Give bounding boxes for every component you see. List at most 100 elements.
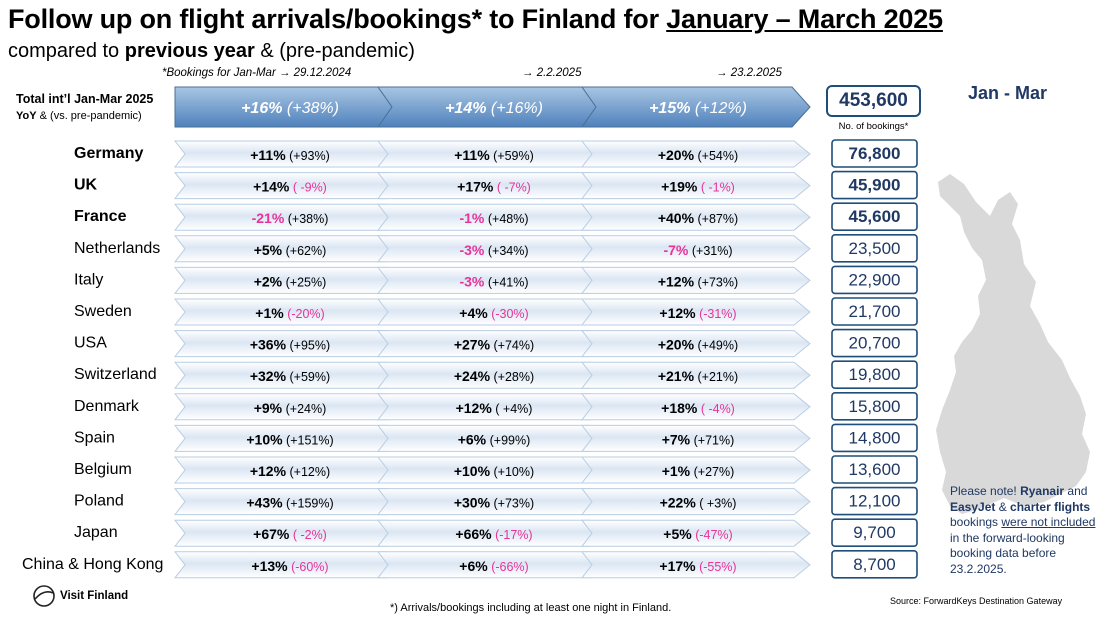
row-pre: (+28%) <box>490 370 534 384</box>
row-value: +27% (+74%) <box>454 337 534 353</box>
row-pre: (-60%) <box>288 560 329 574</box>
subtitle-part1: compared to <box>8 40 125 62</box>
row-yoy: +40% <box>658 210 695 226</box>
row-yoy: +10% <box>246 431 283 447</box>
row-value: +6% (-66%) <box>459 558 528 574</box>
row-value: +22% ( +3%) <box>660 495 737 511</box>
country-name: USA <box>74 335 107 352</box>
row-value: +13% (-60%) <box>251 558 328 574</box>
row-pre: (+38%) <box>284 212 328 226</box>
row-yoy: +1% <box>255 305 284 321</box>
row-pre: (+21%) <box>694 370 738 384</box>
row-arrow <box>580 235 811 263</box>
row-pre: (+24%) <box>282 402 326 416</box>
row-pre: (+159%) <box>283 497 334 511</box>
bookings-box <box>831 518 918 548</box>
country-name: Switzerland <box>74 366 157 383</box>
row-value: -21% (+38%) <box>252 210 329 226</box>
row-yoy: -3% <box>459 242 484 258</box>
row-yoy: +21% <box>658 368 695 384</box>
total-value-col-1: +16% (+38%) <box>241 100 339 117</box>
row-pre: (+41%) <box>484 275 528 289</box>
bookings-value: 22,900 <box>849 270 901 289</box>
row-pre: (+151%) <box>283 433 334 447</box>
country-name: Japan <box>74 524 118 541</box>
row-pre: (-17%) <box>492 528 533 542</box>
note-ryanair: Ryanair <box>1020 484 1065 498</box>
row-pre: (+93%) <box>286 149 330 163</box>
row-pre: ( +4%) <box>492 402 533 416</box>
bookings-value: 19,800 <box>849 365 901 384</box>
row-yoy: +5% <box>663 526 692 542</box>
row-yoy: +20% <box>658 337 695 353</box>
country-name: France <box>74 208 127 225</box>
bookings-value: 9,700 <box>853 523 896 542</box>
note-charter: charter flights <box>1010 499 1091 514</box>
bookings-value: 45,900 <box>849 176 901 195</box>
row-yoy: +7% <box>662 431 691 447</box>
total-yoy: +15% <box>649 100 690 117</box>
bookings-box <box>831 455 918 484</box>
row-yoy: +4% <box>459 305 488 321</box>
data-note: Please note! Ryanair and EasyJet & chart… <box>950 484 1096 577</box>
row-pre: ( -1%) <box>697 181 735 195</box>
visit-finland-logo-text: Visit Finland <box>60 590 129 602</box>
country-name: Spain <box>74 429 115 446</box>
row-pre: ( -7%) <box>493 181 531 195</box>
row-yoy: +11% <box>454 147 490 163</box>
page-title: Follow up on flight arrivals/bookings* t… <box>8 4 943 35</box>
row-pre: (-66%) <box>488 560 529 574</box>
row-arrow <box>580 203 811 231</box>
subtitle-part3: & (pre-pandemic) <box>254 40 415 62</box>
row-value: +14% ( -9%) <box>253 179 327 195</box>
row-value: +11% (+59%) <box>454 147 534 163</box>
row-pre: ( -9%) <box>289 181 327 195</box>
total-bookings-box: 453,600 <box>826 85 921 117</box>
country-name: Denmark <box>74 398 140 415</box>
row-value: +10% (+10%) <box>454 463 534 479</box>
row-yoy: +6% <box>458 431 487 447</box>
row-pre: (+73%) <box>490 497 534 511</box>
row-value: +66% (-17%) <box>455 526 532 542</box>
bookings-box <box>831 234 918 263</box>
row-pre: (+99%) <box>486 433 530 447</box>
row-yoy: +14% <box>253 179 290 195</box>
note-t7: bookings <box>950 515 1002 529</box>
row-yoy: -3% <box>459 273 484 289</box>
bookings-value: 12,100 <box>849 492 901 511</box>
visit-finland-logo: Visit Finland <box>32 584 128 608</box>
row-value: +30% (+73%) <box>454 495 534 511</box>
column-date-note-2: → 2.2.2025 <box>522 67 582 79</box>
row-yoy: +13% <box>251 558 288 574</box>
row-value: +4% (-30%) <box>459 305 528 321</box>
row-value: +20% (+54%) <box>658 147 738 163</box>
row-yoy: +27% <box>454 337 491 353</box>
row-value: +17% ( -7%) <box>457 179 531 195</box>
total-sublabel: YoY & (vs. pre-pandemic) <box>16 110 142 122</box>
row-yoy: -21% <box>252 210 285 226</box>
row-arrow <box>580 488 811 516</box>
row-arrow <box>580 393 811 421</box>
country-name: Italy <box>74 271 103 288</box>
row-pre: (+73%) <box>694 275 738 289</box>
row-pre: (-30%) <box>488 307 529 321</box>
bookings-box <box>831 328 918 358</box>
row-yoy: -7% <box>663 242 688 258</box>
row-value: +5% (+62%) <box>254 242 327 258</box>
row-arrow <box>580 519 811 547</box>
row-value: +7% (+71%) <box>662 431 735 447</box>
row-yoy: +1% <box>662 463 691 479</box>
row-value: +5% (-47%) <box>663 526 732 542</box>
row-value: +10% (+151%) <box>246 431 333 447</box>
row-value: -7% (+31%) <box>663 242 732 258</box>
row-arrow <box>580 456 811 484</box>
row-pre: (+59%) <box>490 149 534 163</box>
row-yoy: +19% <box>661 179 698 195</box>
row-pre: (-31%) <box>696 307 737 321</box>
country-name: China & Hong Kong <box>22 556 163 573</box>
bookings-box <box>831 423 918 453</box>
bookings-box <box>831 486 918 516</box>
row-yoy: +20% <box>658 147 695 163</box>
row-pre: (+74%) <box>490 339 534 353</box>
row-value: +9% (+24%) <box>254 400 327 416</box>
